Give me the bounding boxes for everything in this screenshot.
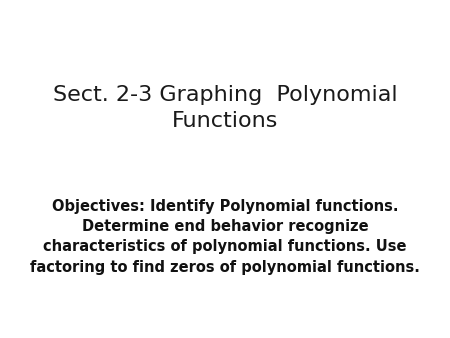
Text: Objectives: Identify Polynomial functions.
Determine end behavior recognize
char: Objectives: Identify Polynomial function… — [30, 198, 420, 275]
Text: Sect. 2-3 Graphing  Polynomial
Functions: Sect. 2-3 Graphing Polynomial Functions — [53, 86, 397, 131]
